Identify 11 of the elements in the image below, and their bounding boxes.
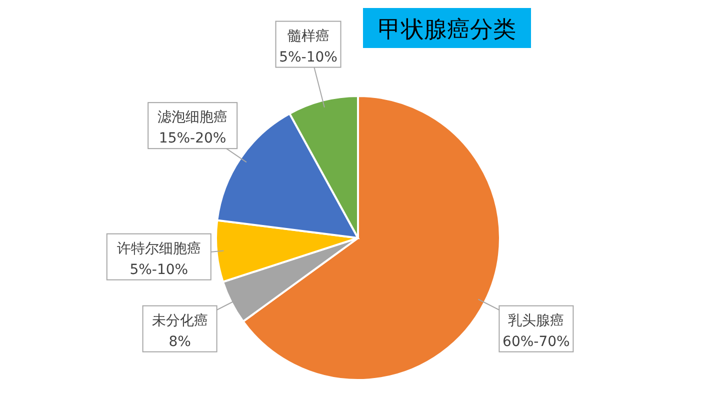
- text: 60%-70%: [502, 334, 570, 350]
- text: 5%-10%: [130, 262, 188, 278]
- slice-label: 未分化癌: [152, 312, 208, 329]
- slice-label: 乳头腺癌: [508, 312, 564, 329]
- text: 8%: [168, 334, 191, 350]
- text: 15%-20%: [158, 130, 226, 147]
- text: 5%-10%: [279, 49, 338, 66]
- slice-label: 髓样癌: [287, 28, 330, 44]
- slice-label: 滤泡细胞癌: [158, 110, 228, 126]
- chart-title: 甲状腺癌分类: [378, 17, 516, 43]
- slice-label: 许特尔细胞癌: [116, 240, 201, 257]
